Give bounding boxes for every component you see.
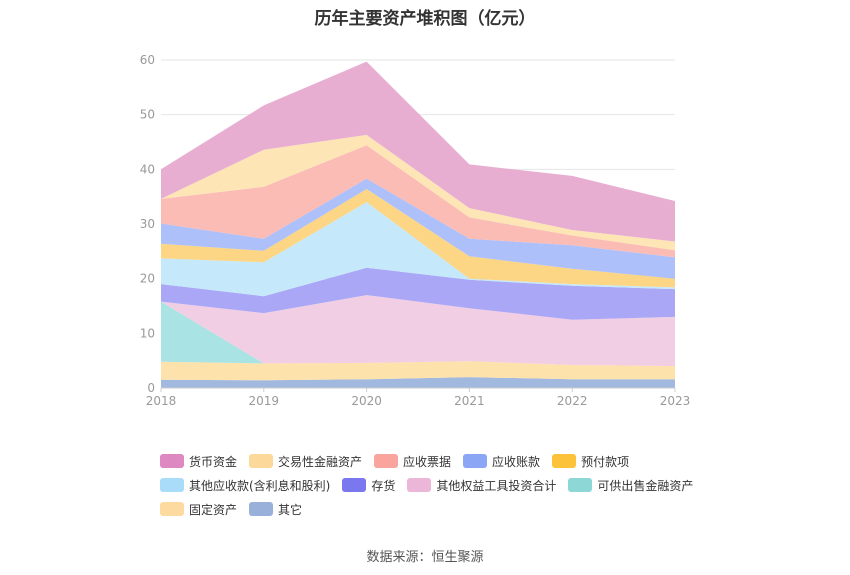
y-tick-label: 40 xyxy=(140,162,155,176)
legend-label: 应收票据 xyxy=(403,454,452,469)
legend-swatch xyxy=(407,478,432,492)
legend-label: 其他应收款(含利息和股利) xyxy=(189,478,331,493)
legend-item[interactable]: 固定资产 xyxy=(160,501,237,518)
stacked-area-chart: 0 10 20 30 40 50 60 2018 2019 2020 2021 2022 2023 xyxy=(140,53,691,408)
area-应收账款 xyxy=(161,178,675,279)
y-tick-label: 0 xyxy=(147,381,155,395)
y-tick-label: 20 xyxy=(140,272,155,286)
x-tick-label: 2021 xyxy=(454,394,485,408)
legend-label: 固定资产 xyxy=(189,502,238,517)
legend-row: 货币资金 交易性金融资产 应收票据 应收账款 预付款项 xyxy=(160,449,720,473)
legend-label: 预付款项 xyxy=(581,454,630,469)
legend-item[interactable]: 可供出售金融资产 xyxy=(568,477,693,494)
legend-swatch xyxy=(249,502,274,516)
y-tick-label: 30 xyxy=(140,217,155,231)
y-tick-label: 60 xyxy=(140,53,155,67)
legend-item[interactable]: 应收账款 xyxy=(463,453,540,470)
legend-swatch xyxy=(552,454,577,468)
area-其他权益工具投资合计 xyxy=(161,295,675,367)
axes: 0 10 20 30 40 50 60 2018 2019 2020 2021 2022 2023 xyxy=(140,53,691,408)
legend-swatch xyxy=(160,502,184,516)
legend-item[interactable]: 预付款项 xyxy=(552,453,629,470)
legend-item[interactable]: 其他权益工具投资合计 xyxy=(407,477,556,494)
legend-swatch xyxy=(249,454,274,468)
legend-swatch xyxy=(160,478,184,492)
legend-item[interactable]: 其它 xyxy=(249,501,302,518)
legend-label: 其他权益工具投资合计 xyxy=(436,478,557,493)
area-可供出售金融资产 xyxy=(161,301,675,367)
area-应收票据 xyxy=(161,145,675,258)
legend-label: 存货 xyxy=(371,478,396,493)
x-tick-label: 2019 xyxy=(249,394,280,408)
legend-item[interactable]: 应收票据 xyxy=(374,453,451,470)
chart-title: 历年主要资产堆积图（亿元） xyxy=(314,9,536,29)
legend-swatch xyxy=(342,478,367,492)
area-固定资产 xyxy=(161,361,675,381)
legend-label: 交易性金融资产 xyxy=(278,454,363,469)
x-tick-label: 2022 xyxy=(557,394,588,408)
legend-swatch xyxy=(160,454,184,468)
legend-item[interactable]: 存货 xyxy=(342,477,395,494)
area-预付款项 xyxy=(161,189,675,288)
y-tick-label: 50 xyxy=(140,108,155,122)
area-其它 xyxy=(161,377,675,388)
legend-label: 货币资金 xyxy=(189,454,238,469)
x-tick-label: 2023 xyxy=(660,394,691,408)
legend-item[interactable]: 货币资金 xyxy=(160,453,237,470)
area-货币资金 xyxy=(161,61,675,242)
x-tick-label: 2018 xyxy=(146,394,177,408)
area-其他应收款(含利息和股利) xyxy=(161,202,675,297)
legend-swatch xyxy=(374,454,399,468)
legend-label: 可供出售金融资产 xyxy=(597,478,694,493)
legend-label: 其它 xyxy=(278,502,303,517)
legend-row: 固定资产 其它 xyxy=(160,497,720,521)
area-交易性金融资产 xyxy=(161,134,675,251)
area-series xyxy=(161,61,675,388)
data-source: 数据来源：恒生聚源 xyxy=(366,550,484,565)
area-存货 xyxy=(161,267,675,320)
legend: 货币资金 交易性金融资产 应收票据 应收账款 预付款项 其他应收款(含利息和股利) 存货 其他… xyxy=(160,449,720,521)
x-tick-label: 2020 xyxy=(351,394,382,408)
y-tick-label: 10 xyxy=(140,326,155,340)
legend-swatch xyxy=(463,454,488,468)
legend-item[interactable]: 其他应收款(含利息和股利) xyxy=(160,477,330,494)
legend-item[interactable]: 交易性金融资产 xyxy=(249,453,362,470)
legend-row: 其他应收款(含利息和股利) 存货 其他权益工具投资合计 可供出售金融资产 xyxy=(160,473,720,497)
legend-swatch xyxy=(568,478,593,492)
legend-label: 应收账款 xyxy=(492,454,541,469)
